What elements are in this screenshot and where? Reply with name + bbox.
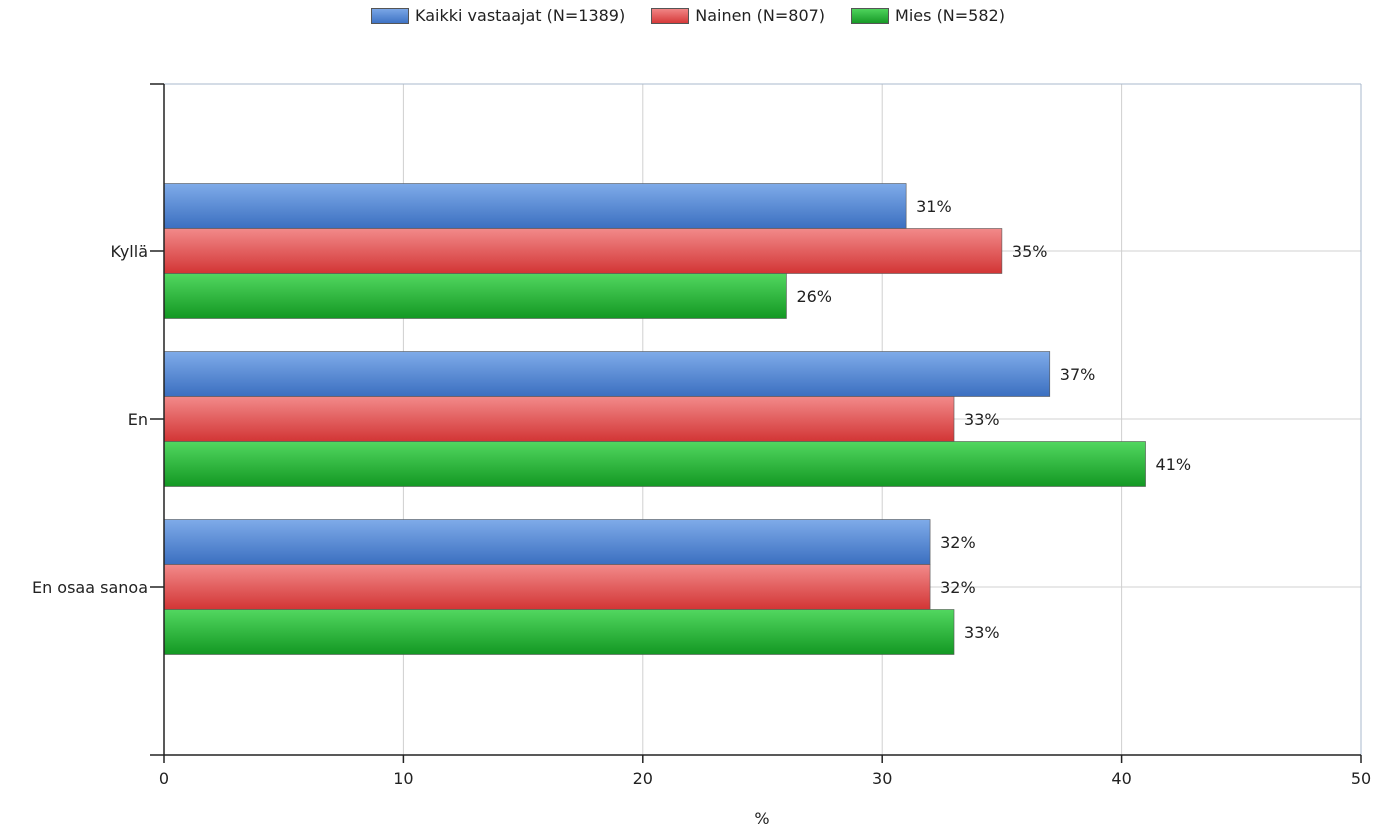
x-tick-label-50: 50 [1351,769,1371,788]
x-tick-label-0: 0 [159,769,169,788]
data-label-0-1: 37% [1060,365,1096,384]
data-label-1-2: 32% [940,578,976,597]
data-label-2-2: 33% [964,623,1000,642]
x-tick-label-40: 40 [1111,769,1131,788]
bar-1-2 [163,564,931,610]
legend: Kaikki vastaajat (N=1389) Nainen (N=807)… [0,6,1376,25]
legend-swatch-male [851,7,890,24]
category-label-1: En [128,410,148,429]
bar-2-0 [163,273,787,319]
data-label-2-1: 41% [1156,455,1192,474]
x-tick-label-30: 30 [872,769,892,788]
data-label-0-0: 31% [916,197,952,216]
bar-0-1 [163,351,1051,397]
bar-2-1 [163,441,1146,487]
legend-item-male[interactable]: Mies (N=582) [851,6,1005,25]
legend-label-male: Mies (N=582) [895,6,1005,25]
legend-item-all[interactable]: Kaikki vastaajat (N=1389) [371,6,625,25]
bars: 31% 35% 26% 37% 33% 41% 32% 32% 33% [163,183,1192,655]
data-label-1-1: 33% [964,410,1000,429]
bar-1-1 [163,396,955,442]
bar-0-2 [163,519,931,565]
legend-label-female: Nainen (N=807) [695,6,826,25]
category-label-2: En osaa sanoa [32,578,148,597]
axes: 0 10 20 30 40 50 Kyllä En En osaa sanoa [32,83,1371,788]
x-tick-label-20: 20 [633,769,653,788]
x-axis-title: % [754,809,769,826]
category-label-0: Kyllä [111,242,149,261]
data-label-2-0: 26% [796,287,832,306]
legend-swatch-all [371,7,410,24]
bar-2-2 [163,609,955,655]
bar-0-0 [163,183,907,229]
legend-swatch-female [651,7,690,24]
x-tick-label-10: 10 [393,769,413,788]
legend-label-all: Kaikki vastaajat (N=1389) [415,6,626,25]
data-label-0-2: 32% [940,533,976,552]
data-label-1-0: 35% [1012,242,1048,261]
bar-1-0 [163,228,1003,274]
legend-item-female[interactable]: Nainen (N=807) [651,6,825,25]
